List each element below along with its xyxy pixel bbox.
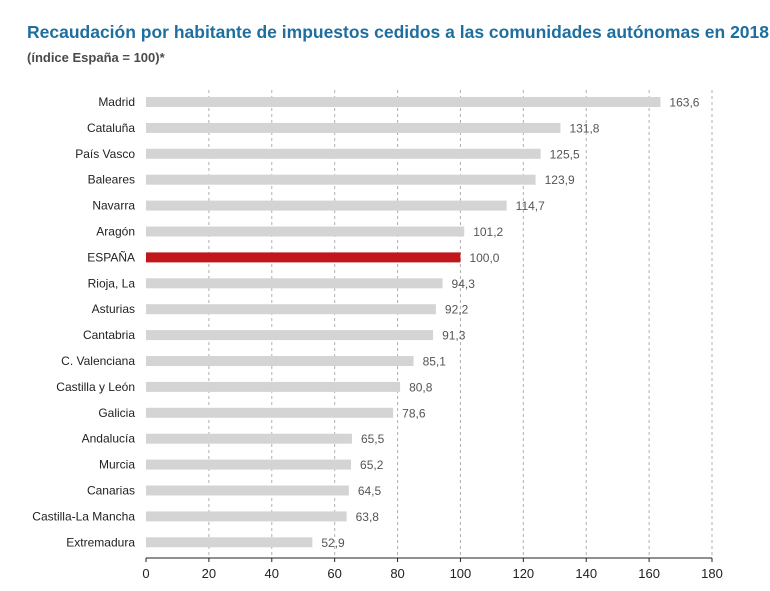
data-label: 65,5 [361,432,385,446]
data-label: 80,8 [409,380,433,394]
bar [146,537,313,548]
category-label: Rioja, La [88,276,136,290]
bar [146,304,436,315]
x-tick-label: 80 [390,566,404,581]
data-label: 125,5 [550,147,580,161]
category-label: Murcia [99,458,135,472]
bar [146,148,541,159]
bar [146,381,401,392]
category-label: Aragón [96,225,135,239]
category-label: Navarra [92,199,135,213]
category-label: País Vasco [75,147,135,161]
x-tick-label: 0 [142,566,149,581]
x-tick-label: 40 [265,566,279,581]
category-label: Cataluña [87,121,135,135]
category-label: Baleares [88,173,135,187]
x-tick-label: 120 [512,566,534,581]
category-label: Galicia [98,406,135,420]
data-label: 131,8 [569,121,599,135]
bar [146,226,465,237]
x-tick-label: 180 [701,566,723,581]
category-label: Castilla-La Mancha [32,509,135,523]
data-label: 63,8 [356,510,380,524]
data-label: 114,7 [516,199,545,213]
category-label: Asturias [92,302,135,316]
category-label: Cantabria [83,328,135,342]
bar [146,407,394,418]
x-tick-label: 140 [575,566,597,581]
data-label: 101,2 [473,225,503,239]
category-label: ESPAÑA [87,250,135,264]
data-label: 52,9 [321,536,345,550]
data-label: 78,6 [402,406,426,420]
data-label: 163,6 [669,96,699,110]
bar [146,122,561,133]
chart-subtitle: (índice España = 100)* [27,50,165,65]
bar [146,433,352,444]
category-label: C. Valenciana [61,354,135,368]
data-label: 94,3 [452,277,476,291]
data-label: 91,3 [442,329,466,343]
data-label: 64,5 [358,484,382,498]
bar [146,174,536,185]
bar [146,459,352,470]
data-label: 100,0 [469,251,499,265]
category-label: Madrid [98,95,135,109]
data-label: 85,1 [423,355,447,369]
data-label: 65,2 [360,458,384,472]
bar [146,511,347,522]
x-tick-label: 100 [450,566,472,581]
x-tick-label: 160 [638,566,660,581]
bar [146,356,414,366]
data-label: 92,2 [445,303,469,317]
data-label: 123,9 [545,173,575,187]
chart-title: Recaudación por habitante de impuestos c… [27,22,770,42]
category-label: Canarias [87,484,135,498]
bar [146,200,507,211]
x-tick-label: 20 [202,566,216,581]
bar-highlight [146,252,461,263]
bar [146,97,661,107]
bar [146,330,434,341]
category-label: Castilla y León [56,380,135,394]
bar [146,278,443,289]
category-label: Extremadura [66,535,135,549]
bar [146,485,349,496]
x-tick-label: 60 [327,566,341,581]
category-label: Andalucía [82,432,136,446]
